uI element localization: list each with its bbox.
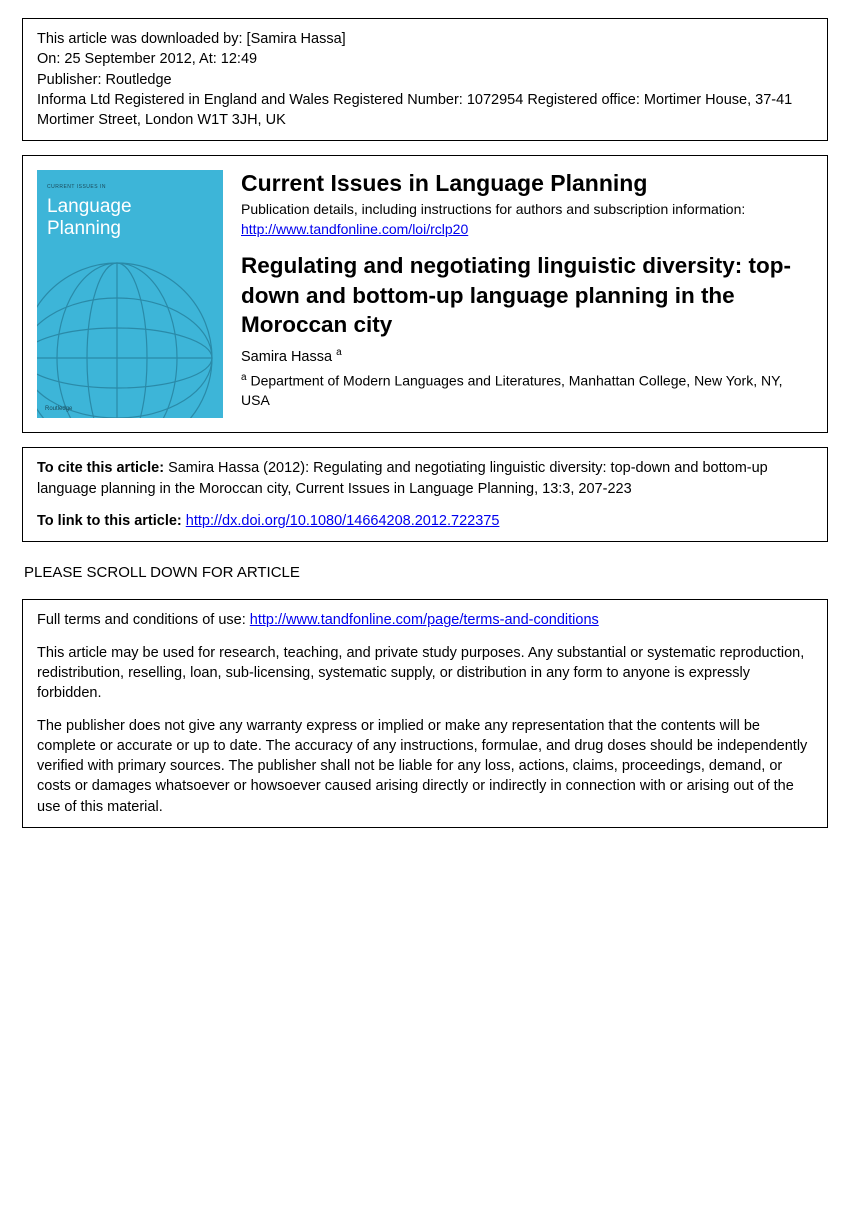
citation-box: To cite this article: Samira Hassa (2012…: [22, 447, 828, 542]
downloaded-by: This article was downloaded by: [Samira …: [37, 29, 813, 49]
terms-intro-paragraph: Full terms and conditions of use: http:/…: [37, 610, 813, 630]
terms-box: Full terms and conditions of use: http:/…: [22, 599, 828, 828]
terms-usage: This article may be used for research, t…: [37, 643, 813, 704]
cover-header: CURRENT ISSUES IN: [47, 184, 213, 190]
journal-meta: Current Issues in Language Planning Publ…: [241, 170, 813, 418]
cover-title: Language Planning: [47, 196, 213, 240]
cite-paragraph: To cite this article: Samira Hassa (2012…: [37, 458, 813, 499]
author-name: Samira Hassa: [241, 349, 332, 365]
download-info-box: This article was downloaded by: [Samira …: [22, 18, 828, 141]
terms-link[interactable]: http://www.tandfonline.com/page/terms-an…: [250, 612, 599, 628]
registered-office: Informa Ltd Registered in England and Wa…: [37, 90, 813, 131]
download-date: On: 25 September 2012, At: 12:49: [37, 49, 813, 69]
publisher-line: Publisher: Routledge: [37, 70, 813, 90]
link-label: To link to this article:: [37, 513, 182, 529]
terms-intro: Full terms and conditions of use:: [37, 612, 250, 628]
article-authors: Samira Hassa a: [241, 347, 813, 365]
affiliation: a Department of Modern Languages and Lit…: [241, 371, 813, 409]
cover-publisher-mark: Routledge: [45, 406, 72, 412]
cite-label: To cite this article:: [37, 460, 164, 476]
doi-link[interactable]: http://dx.doi.org/10.1080/14664208.2012.…: [186, 513, 500, 529]
article-title: Regulating and negotiating linguistic di…: [241, 251, 813, 339]
author-affil-sup: a: [336, 347, 342, 358]
globe-icon: [37, 258, 217, 418]
link-paragraph: To link to this article: http://dx.doi.o…: [37, 511, 813, 531]
journal-name: Current Issues in Language Planning: [241, 170, 813, 197]
terms-disclaimer: The publisher does not give any warranty…: [37, 716, 813, 817]
publication-url-link[interactable]: http://www.tandfonline.com/loi/rclp20: [241, 221, 468, 237]
journal-section-box: CURRENT ISSUES IN Language Planning Rout…: [22, 155, 828, 433]
affiliation-text: Department of Modern Languages and Liter…: [241, 373, 783, 408]
publication-details: Publication details, including instructi…: [241, 200, 813, 219]
journal-cover: CURRENT ISSUES IN Language Planning Rout…: [37, 170, 223, 418]
scroll-notice: PLEASE SCROLL DOWN FOR ARTICLE: [24, 564, 826, 581]
